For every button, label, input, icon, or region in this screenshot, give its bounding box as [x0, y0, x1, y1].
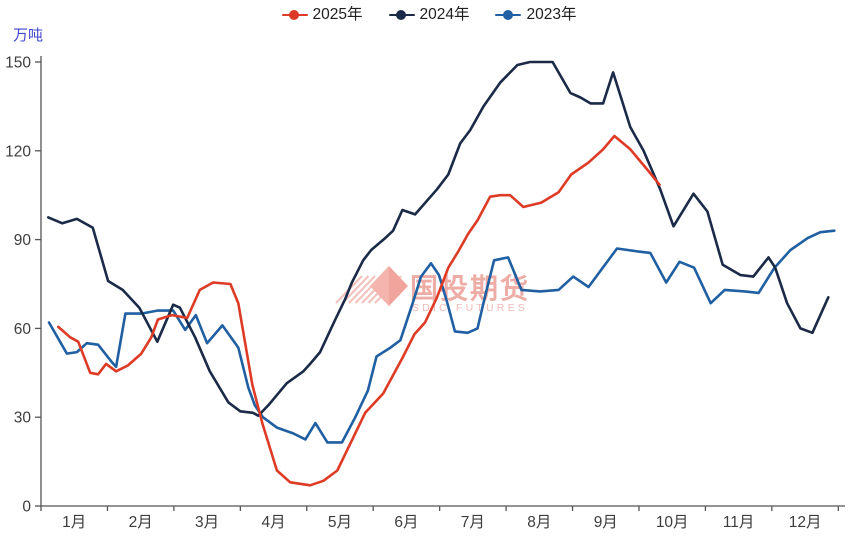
x-tick-label: 7月: [461, 514, 485, 531]
y-tick-label: 150: [5, 55, 31, 72]
legend-marker-2023-icon: [495, 9, 522, 20]
y-tick-label: 0: [22, 499, 31, 516]
x-tick-label: 11月: [723, 514, 755, 531]
watermark-diamond-left-icon: [370, 266, 389, 306]
series-line-2025年[interactable]: [56, 134, 661, 487]
x-tick-label: 6月: [394, 514, 418, 531]
legend-label-2023: 2023年: [526, 6, 577, 23]
watermark-hatch-icon: [341, 275, 370, 304]
x-tick-label: 5月: [328, 514, 352, 531]
legend-marker-2024-icon: [388, 9, 415, 20]
series-line-2024年[interactable]: [46, 60, 830, 418]
legend-item-2023[interactable]: 2023年: [495, 7, 576, 23]
y-tick-label: 30: [14, 410, 32, 427]
watermark-text: 国投期货: [410, 272, 530, 304]
legend: 2025年 2024年 2023年: [0, 7, 858, 23]
legend-item-2025[interactable]: 2025年: [281, 6, 363, 23]
y-axis-unit-label: 万吨: [13, 27, 44, 44]
y-tick-label: 60: [14, 321, 32, 338]
x-tick-label: 10月: [656, 514, 689, 531]
watermark-subtext: SDIC FUTURES: [412, 302, 528, 314]
watermark-hatch-icon: [348, 275, 376, 304]
x-tick-label: 9月: [594, 514, 618, 531]
legend-label-2024: 2024年: [419, 6, 470, 23]
x-tick-label: 12月: [789, 514, 822, 531]
y-tick-label: 120: [5, 143, 31, 160]
x-tick-label: 3月: [195, 514, 219, 531]
series-line-2023年[interactable]: [47, 229, 836, 444]
legend-marker-2025-icon: [281, 9, 308, 20]
x-tick-label: 8月: [527, 514, 551, 531]
x-tick-label: 2月: [129, 514, 153, 531]
legend-item-2024[interactable]: 2024年: [388, 6, 470, 23]
x-tick-label: 4月: [261, 514, 285, 531]
legend-label-2025: 2025年: [312, 6, 363, 23]
x-tick-label: 1月: [62, 514, 86, 531]
y-tick-label: 90: [14, 232, 32, 249]
